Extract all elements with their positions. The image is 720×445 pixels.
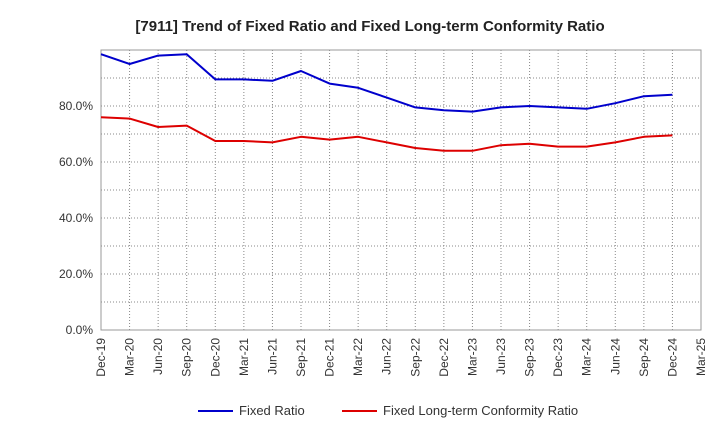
x-tick-label: Jun-22 xyxy=(380,338,394,375)
series-lines xyxy=(100,53,673,152)
x-tick-label: Mar-22 xyxy=(351,338,365,376)
x-tick-label: Sep-24 xyxy=(637,338,651,377)
plot-frame xyxy=(100,49,702,331)
x-tick-label: Dec-23 xyxy=(551,338,565,377)
x-tick-label: Dec-21 xyxy=(323,338,337,377)
chart-title: [7911] Trend of Fixed Ratio and Fixed Lo… xyxy=(135,18,604,35)
y-tick-label: 40.0% xyxy=(59,211,93,225)
x-tick-label: Mar-20 xyxy=(123,338,137,376)
x-tick-label: Dec-19 xyxy=(94,338,108,377)
legend: Fixed Ratio Fixed Long-term Conformity Ra… xyxy=(198,403,578,418)
x-tick-label: Mar-24 xyxy=(580,338,594,376)
x-tick-label: Mar-25 xyxy=(694,338,708,376)
grid-lines xyxy=(101,50,701,330)
legend-label-1: Fixed Ratio xyxy=(239,403,305,418)
x-tick-label: Jun-24 xyxy=(608,338,622,375)
x-tick-label: Mar-23 xyxy=(465,338,479,376)
y-tick-label: 80.0% xyxy=(59,99,93,113)
y-tick-label: 0.0% xyxy=(66,323,94,337)
x-tick-label: Dec-20 xyxy=(208,338,222,377)
legend-label-2: Fixed Long-term Conformity Ratio xyxy=(383,403,578,418)
x-tick-label: Jun-21 xyxy=(265,338,279,375)
x-tick-label: Jun-20 xyxy=(151,338,165,375)
y-tick-label: 60.0% xyxy=(59,155,93,169)
y-tick-label: 20.0% xyxy=(59,267,93,281)
x-tick-label: Sep-20 xyxy=(180,338,194,377)
axes: 0.0% 20.0% 40.0% 60.0% 80.0% Dec-19 Mar-20 Jun-… xyxy=(59,49,708,377)
series-line-1 xyxy=(100,53,673,113)
x-tick-label: Dec-24 xyxy=(665,338,679,377)
x-tick-label: Dec-22 xyxy=(437,338,451,377)
x-tick-label: Sep-22 xyxy=(408,338,422,377)
x-tick-label: Mar-21 xyxy=(237,338,251,376)
x-tick-label: Sep-21 xyxy=(294,338,308,377)
x-tick-label: Sep-23 xyxy=(523,338,537,377)
series-line-2 xyxy=(100,116,673,152)
x-tick-label: Jun-23 xyxy=(494,338,508,375)
